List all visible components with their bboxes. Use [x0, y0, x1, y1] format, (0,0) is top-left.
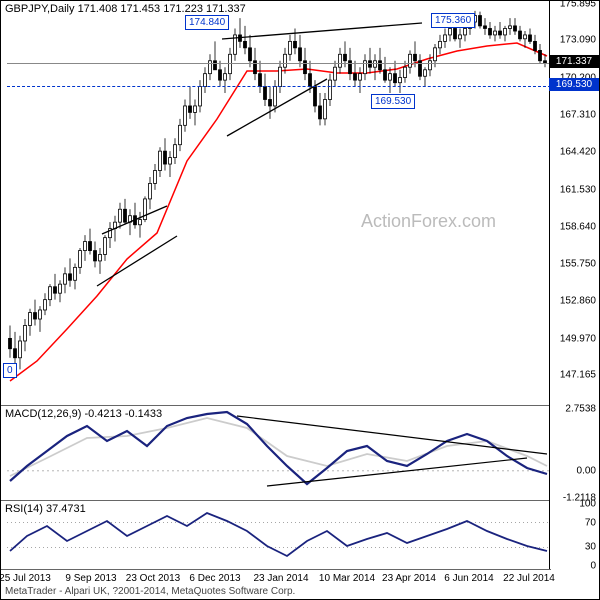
macd-main [10, 412, 547, 484]
macd-plot [7, 406, 551, 500]
trend-line [227, 79, 327, 136]
current-price-line [7, 63, 551, 64]
macd-panel[interactable]: MACD(12,26,9) -0.4213 -0.1433 [1, 406, 551, 501]
rsi-tick: 0 [590, 561, 596, 572]
ohlc: 171.408 171.453 171.223 171.337 [78, 3, 246, 15]
y-tick: 152.860 [560, 296, 596, 307]
chart-container: GBPJPY,Daily 171.408 171.453 171.223 171… [0, 0, 600, 600]
x-tick: 23 Jan 2014 [253, 573, 308, 584]
rsi-tick: 30 [585, 542, 596, 553]
watermark: ActionForex.com [361, 211, 496, 232]
y-tick: 173.090 [560, 35, 596, 46]
y-tick: 161.530 [560, 184, 596, 195]
y-tick: 149.970 [560, 333, 596, 344]
trend-line [102, 206, 167, 234]
y-tick: 158.640 [560, 221, 596, 232]
instrument-header: GBPJPY,Daily 171.408 171.453 171.223 171… [5, 3, 246, 15]
symbol: GBPJPY,Daily [5, 3, 75, 15]
x-tick: 23 Oct 2013 [126, 573, 180, 584]
macd-trend [237, 416, 547, 454]
rsi-panel[interactable]: RSI(14) 37.4731 [1, 501, 551, 569]
x-tick: 6 Jun 2014 [444, 573, 494, 584]
macd-signal [10, 418, 547, 476]
x-tick: 6 Dec 2013 [189, 573, 240, 584]
y-tick: 147.165 [560, 370, 596, 381]
support-line [7, 86, 551, 87]
x-tick: 9 Sep 2013 [65, 573, 116, 584]
annotation-zero-anchor: 0 [3, 363, 17, 378]
rsi-plot [7, 501, 551, 569]
rsi-line [10, 513, 547, 556]
x-tick: 25 Jul 2013 [0, 573, 51, 584]
rsi-tick: 100 [579, 499, 596, 510]
macd-tick: 0.00 [577, 465, 596, 476]
trend-line [222, 23, 422, 39]
annotation-low-1: 169.530 [371, 94, 415, 109]
y-tick: 167.310 [560, 109, 596, 120]
y-tick: 164.420 [560, 147, 596, 158]
support-badge: 169.530 [549, 78, 599, 91]
y-tick: 155.750 [560, 259, 596, 270]
current-price-badge: 171.337 [549, 55, 599, 68]
x-tick: 10 Mar 2014 [319, 573, 375, 584]
rsi-tick: 70 [585, 517, 596, 528]
rsi-label: RSI(14) 37.4731 [5, 503, 86, 515]
footer-text: MetaTrader - Alpari UK, ?2001-2014, Meta… [5, 586, 295, 597]
y-tick: 175.895 [560, 0, 596, 10]
x-tick: 23 Apr 2014 [382, 573, 436, 584]
x-tick: 22 Jul 2014 [503, 573, 555, 584]
trend-line [97, 236, 177, 286]
annotation-high-1: 174.840 [185, 15, 229, 30]
price-panel[interactable]: GBPJPY,Daily 171.408 171.453 171.223 171… [1, 1, 551, 406]
price-plot [7, 1, 551, 377]
y-axis: 175.895173.090170.200167.310164.420161.5… [549, 1, 599, 599]
macd-trend [267, 458, 527, 486]
macd-tick: 2.7538 [565, 404, 596, 415]
annotation-high-2: 175.360 [431, 13, 475, 28]
macd-label: MACD(12,26,9) -0.4213 -0.1433 [5, 408, 162, 420]
